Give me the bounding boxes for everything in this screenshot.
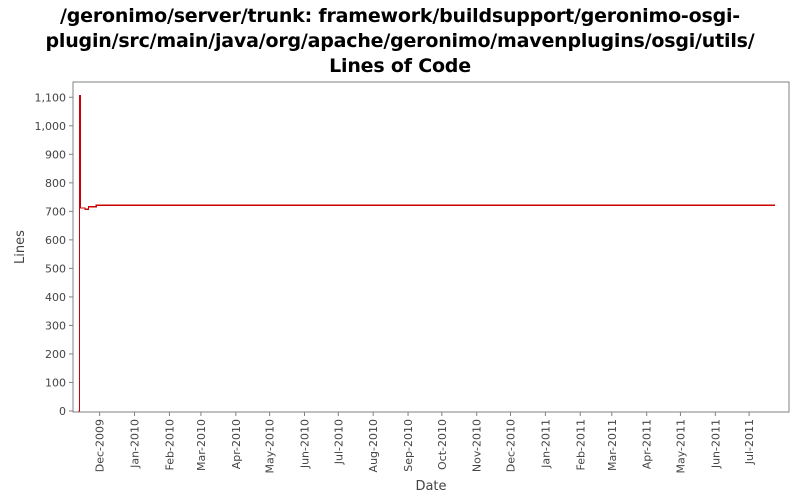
y-tick-label: 500 — [45, 262, 66, 275]
y-tick-label: 600 — [45, 234, 66, 247]
x-tick-label: May-2010 — [264, 419, 277, 474]
y-tick-label: 700 — [45, 205, 66, 218]
x-tick-label: Feb-2011 — [574, 419, 587, 470]
x-tick-label: Nov-2010 — [471, 419, 484, 472]
y-tick-label: 200 — [45, 348, 66, 361]
x-tick-label: Jan-2011 — [539, 419, 552, 469]
x-tick-label: Jun-2011 — [709, 419, 722, 469]
x-tick-label: Sep-2010 — [402, 419, 415, 472]
chart-title-line-2: plugin/src/main/java/org/apache/geronimo… — [45, 30, 755, 52]
x-tick-label: Mar-2011 — [606, 419, 619, 471]
y-tick-label: 1,100 — [35, 91, 67, 104]
x-axis-label: Date — [415, 479, 446, 494]
x-tick-label: May-2011 — [674, 419, 687, 474]
x-tick-label: Dec-2010 — [504, 419, 517, 472]
series-line — [78, 95, 775, 412]
series-layer — [78, 95, 775, 412]
plot-area — [72, 81, 790, 413]
chart-title: /geronimo/server/trunk: framework/builds… — [0, 4, 800, 79]
x-tick-label: Jun-2010 — [298, 419, 311, 469]
x-tick-label: Apr-2011 — [641, 419, 654, 469]
x-tick-label: Jul-2011 — [743, 419, 756, 465]
y-tick-label: 800 — [45, 177, 66, 190]
chart-title-line-1: /geronimo/server/trunk: framework/builds… — [60, 5, 740, 27]
x-tick-label: Oct-2010 — [436, 419, 449, 470]
y-tick-label: 0 — [59, 405, 66, 418]
x-tick-label: Dec-2009 — [94, 419, 107, 472]
x-tick-label: Apr-2010 — [230, 419, 243, 469]
x-tick-label: Aug-2010 — [367, 419, 380, 472]
y-tick-label: 400 — [45, 291, 66, 304]
x-tick-label: Jan-2010 — [129, 419, 142, 469]
y-tick-label: 100 — [45, 376, 66, 389]
x-tick-label: Feb-2010 — [163, 419, 176, 470]
x-axis: Dec-2009 Jan-2010 Feb-2010 Mar-2010 Apr-2010… — [94, 412, 756, 474]
x-tick-label: Jul-2010 — [332, 419, 345, 465]
y-axis-label: Lines — [13, 230, 28, 264]
y-tick-label: 900 — [45, 148, 66, 161]
y-tick-label: 1,000 — [35, 120, 67, 133]
x-tick-label: Mar-2010 — [195, 419, 208, 471]
y-axis: 0 100 200 300 400 500 600 700 800 900 1,000 1,100 — [35, 91, 73, 418]
y-tick-label: 300 — [45, 319, 66, 332]
chart-title-line-3: Lines of Code — [329, 55, 471, 77]
